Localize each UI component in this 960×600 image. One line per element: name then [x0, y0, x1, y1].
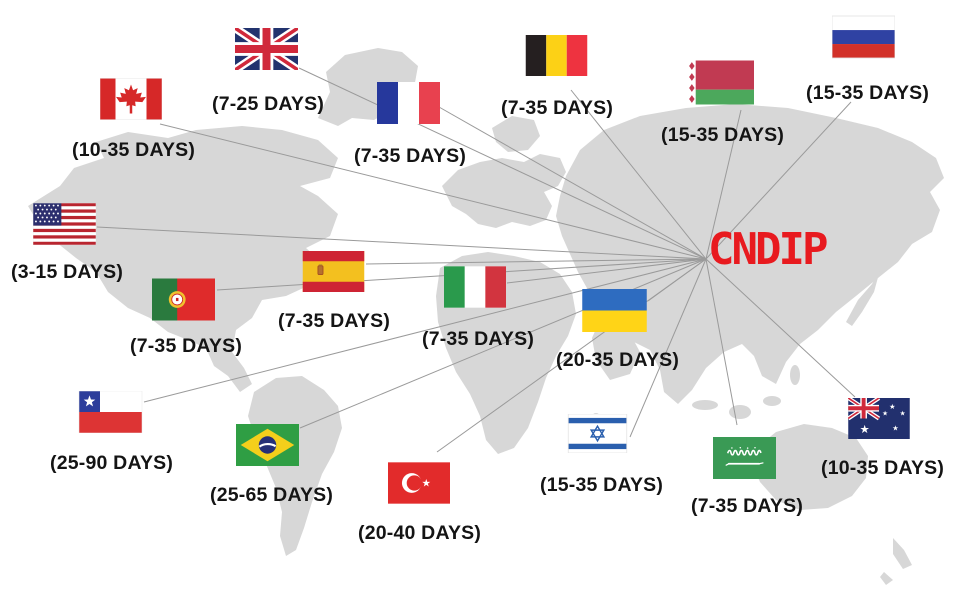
shipping-days-russia: (15-35 DAYS) — [806, 82, 930, 104]
svg-text:★: ★ — [422, 478, 431, 490]
turkey-flag-icon: ★ — [388, 462, 450, 504]
svg-text:★: ★ — [882, 410, 888, 418]
belgium-flag-icon — [525, 35, 588, 76]
shipping-days-portugal: (7-35 DAYS) — [130, 335, 243, 357]
saudi-arabia-flag-icon — [712, 437, 777, 479]
shipping-days-ukraine: (20-35 DAYS) — [556, 349, 680, 371]
portugal-flag-icon — [152, 278, 215, 321]
shipping-days-canada: (10-35 DAYS) — [72, 139, 196, 161]
shipping-days-belgium: (7-35 DAYS) — [501, 97, 614, 119]
italy-flag-icon — [444, 266, 506, 308]
russia-flag-icon — [832, 14, 895, 60]
route-line-usa — [96, 226, 707, 260]
route-line-israel — [629, 258, 707, 438]
route-line-canada — [159, 123, 707, 260]
usa-flag-icon — [33, 203, 96, 245]
route-line-saudi — [705, 258, 738, 426]
svg-text:★: ★ — [892, 423, 898, 432]
chile-flag-icon — [78, 391, 143, 433]
canada-flag-icon — [100, 78, 162, 120]
landmasses — [28, 48, 944, 585]
route-line-italy — [506, 258, 707, 284]
shipping-days-israel: (15-35 DAYS) — [540, 474, 664, 496]
shipping-days-australia: (10-35 DAYS) — [821, 457, 945, 479]
route-line-spain — [365, 258, 707, 265]
brand-origin-label: CNDIP — [708, 224, 828, 275]
svg-text:★: ★ — [889, 402, 895, 411]
svg-text:★: ★ — [860, 423, 870, 436]
shipping-days-spain: (7-35 DAYS) — [278, 310, 391, 332]
route-lines — [96, 67, 856, 453]
shipping-days-brazil: (25-65 DAYS) — [210, 484, 334, 506]
route-line-turkey — [436, 258, 707, 453]
route-line-uk — [298, 67, 707, 260]
route-line-belgium — [570, 89, 707, 260]
france-flag-icon — [377, 82, 440, 124]
shipping-days-saudi: (7-35 DAYS) — [691, 495, 804, 517]
shipping-days-usa: (3-15 DAYS) — [11, 261, 124, 283]
shipping-days-france: (7-35 DAYS) — [354, 145, 467, 167]
route-line-france — [438, 106, 707, 260]
israel-flag-icon — [567, 414, 628, 453]
route-line-chile — [143, 258, 707, 403]
route-line-brazil — [299, 258, 707, 429]
brazil-flag-icon — [236, 424, 299, 466]
route-line-russia — [705, 101, 852, 260]
route-line-belarus — [705, 109, 742, 260]
route-line-australia — [705, 258, 856, 398]
shipping-days-turkey: (20-40 DAYS) — [358, 522, 482, 544]
uk-flag-icon — [235, 28, 298, 70]
shipping-days-chile: (25-90 DAYS) — [50, 452, 174, 474]
australia-flag-icon: ★ ★ ★ ★ ★ — [848, 398, 910, 439]
shipping-days-belarus: (15-35 DAYS) — [661, 124, 785, 146]
svg-text:★: ★ — [900, 410, 906, 418]
shipping-days-uk: (7-25 DAYS) — [212, 93, 325, 115]
ukraine-flag-icon — [582, 289, 647, 332]
spain-flag-icon — [302, 251, 365, 292]
belarus-flag-icon — [688, 60, 754, 105]
shipping-days-italy: (7-35 DAYS) — [422, 328, 535, 350]
